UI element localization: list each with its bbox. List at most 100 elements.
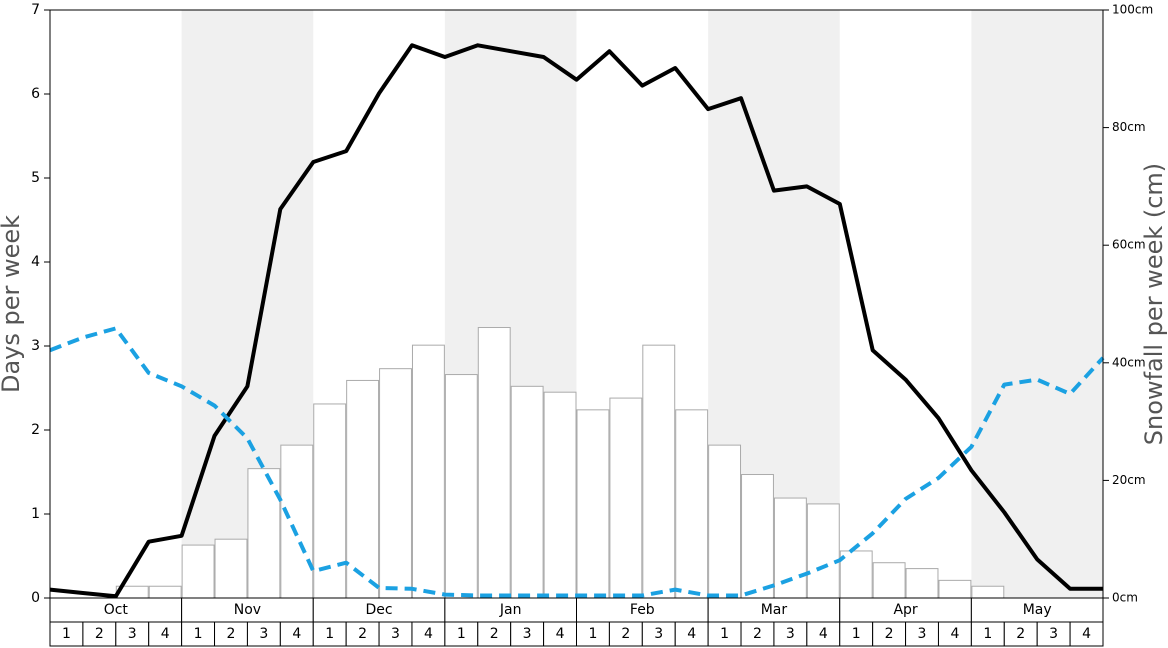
week-cell xyxy=(181,621,216,647)
week-cell xyxy=(378,621,413,647)
month-label: Mar xyxy=(761,602,788,618)
y2-tick-label: 20cm xyxy=(1112,473,1146,487)
week-cell xyxy=(1036,621,1071,647)
week-label: 3 xyxy=(391,626,400,642)
week-label: 1 xyxy=(194,626,203,642)
week-label: 3 xyxy=(918,626,927,642)
week-cell xyxy=(576,621,610,647)
week-label: 4 xyxy=(1082,626,1091,642)
week-label: 3 xyxy=(1049,626,1058,642)
week-label: 1 xyxy=(852,626,861,642)
month-label: Oct xyxy=(104,602,129,618)
line xyxy=(49,43,1103,599)
bar xyxy=(905,568,939,599)
week-label: 4 xyxy=(292,626,301,642)
month-label: Feb xyxy=(630,602,655,618)
bar xyxy=(543,391,577,599)
week-cell xyxy=(279,621,314,647)
week-label: 3 xyxy=(259,626,268,642)
bar xyxy=(148,585,182,599)
week-label: 3 xyxy=(786,626,795,642)
week-label: 2 xyxy=(227,626,236,642)
month-cell xyxy=(707,597,841,623)
week-label: 2 xyxy=(621,626,630,642)
month-label: Dec xyxy=(366,602,393,618)
month-label: Apr xyxy=(893,602,917,618)
week-cell xyxy=(411,621,446,647)
week-cell xyxy=(970,621,1005,647)
bar xyxy=(214,538,248,599)
week-label: 3 xyxy=(523,626,532,642)
bar xyxy=(609,397,643,599)
bar xyxy=(872,562,906,599)
week-label: 1 xyxy=(588,626,597,642)
y-tick-label: 1 xyxy=(31,506,40,522)
y2-tick-label: 0cm xyxy=(1112,591,1138,605)
bar xyxy=(839,550,873,599)
week-label: 2 xyxy=(885,626,894,642)
week-cell xyxy=(345,621,380,647)
week-label: 4 xyxy=(161,626,170,642)
week-label: 1 xyxy=(62,626,71,642)
bar xyxy=(576,409,610,599)
week-cell xyxy=(806,621,841,647)
y2-tick-label: 40cm xyxy=(1112,355,1146,369)
week-label: 3 xyxy=(654,626,663,642)
week-label: 4 xyxy=(556,626,565,642)
week-label: 2 xyxy=(490,626,499,642)
bar xyxy=(938,579,972,599)
bar xyxy=(510,385,544,599)
week-label: 1 xyxy=(983,626,992,642)
y-axis-label: Days per week xyxy=(0,215,25,393)
week-label: 4 xyxy=(819,626,828,642)
week-label: 2 xyxy=(358,626,367,642)
week-label: 4 xyxy=(424,626,433,642)
week-cell xyxy=(312,621,347,647)
week-cell xyxy=(543,621,577,647)
bar xyxy=(773,497,807,599)
y-tick-label: 7 xyxy=(31,2,40,18)
y2-tick-label: 100cm xyxy=(1112,3,1153,17)
week-label: 2 xyxy=(753,626,762,642)
month-label: Nov xyxy=(234,602,261,618)
bar xyxy=(642,344,676,599)
y-tick-label: 5 xyxy=(31,170,40,186)
y-tick-label: 2 xyxy=(31,422,40,438)
line xyxy=(49,326,1105,598)
week-cell xyxy=(905,621,939,647)
bar xyxy=(411,344,445,599)
bar xyxy=(379,368,412,599)
week-label: 4 xyxy=(950,626,959,642)
week-cell xyxy=(707,621,742,647)
week-cell xyxy=(477,621,512,647)
week-label: 4 xyxy=(687,626,696,642)
week-cell xyxy=(1069,621,1104,647)
month-label: Jan xyxy=(499,602,522,618)
bar xyxy=(971,585,1005,599)
bar xyxy=(181,544,215,599)
week-cell xyxy=(872,621,907,647)
week-cell xyxy=(214,621,248,647)
week-label: 2 xyxy=(95,626,104,642)
week-label: 1 xyxy=(720,626,729,642)
month-label: May xyxy=(1023,602,1052,618)
bar xyxy=(477,327,511,599)
week-label: 1 xyxy=(325,626,334,642)
bar xyxy=(675,409,709,599)
bar xyxy=(444,374,478,599)
bar xyxy=(708,444,742,599)
week-cell xyxy=(82,621,117,647)
bar xyxy=(741,474,774,599)
week-cell xyxy=(148,621,183,647)
month-cell xyxy=(839,597,972,623)
week-label: 1 xyxy=(457,626,466,642)
y-tick-label: 6 xyxy=(31,86,40,102)
bar xyxy=(247,468,281,599)
month-shade xyxy=(971,10,1103,598)
y2-axis-label: Snowfall per week (cm) xyxy=(1140,163,1168,445)
bar xyxy=(806,503,840,599)
y-tick-label: 3 xyxy=(31,338,40,354)
bar xyxy=(280,444,314,599)
week-cell xyxy=(641,621,676,647)
